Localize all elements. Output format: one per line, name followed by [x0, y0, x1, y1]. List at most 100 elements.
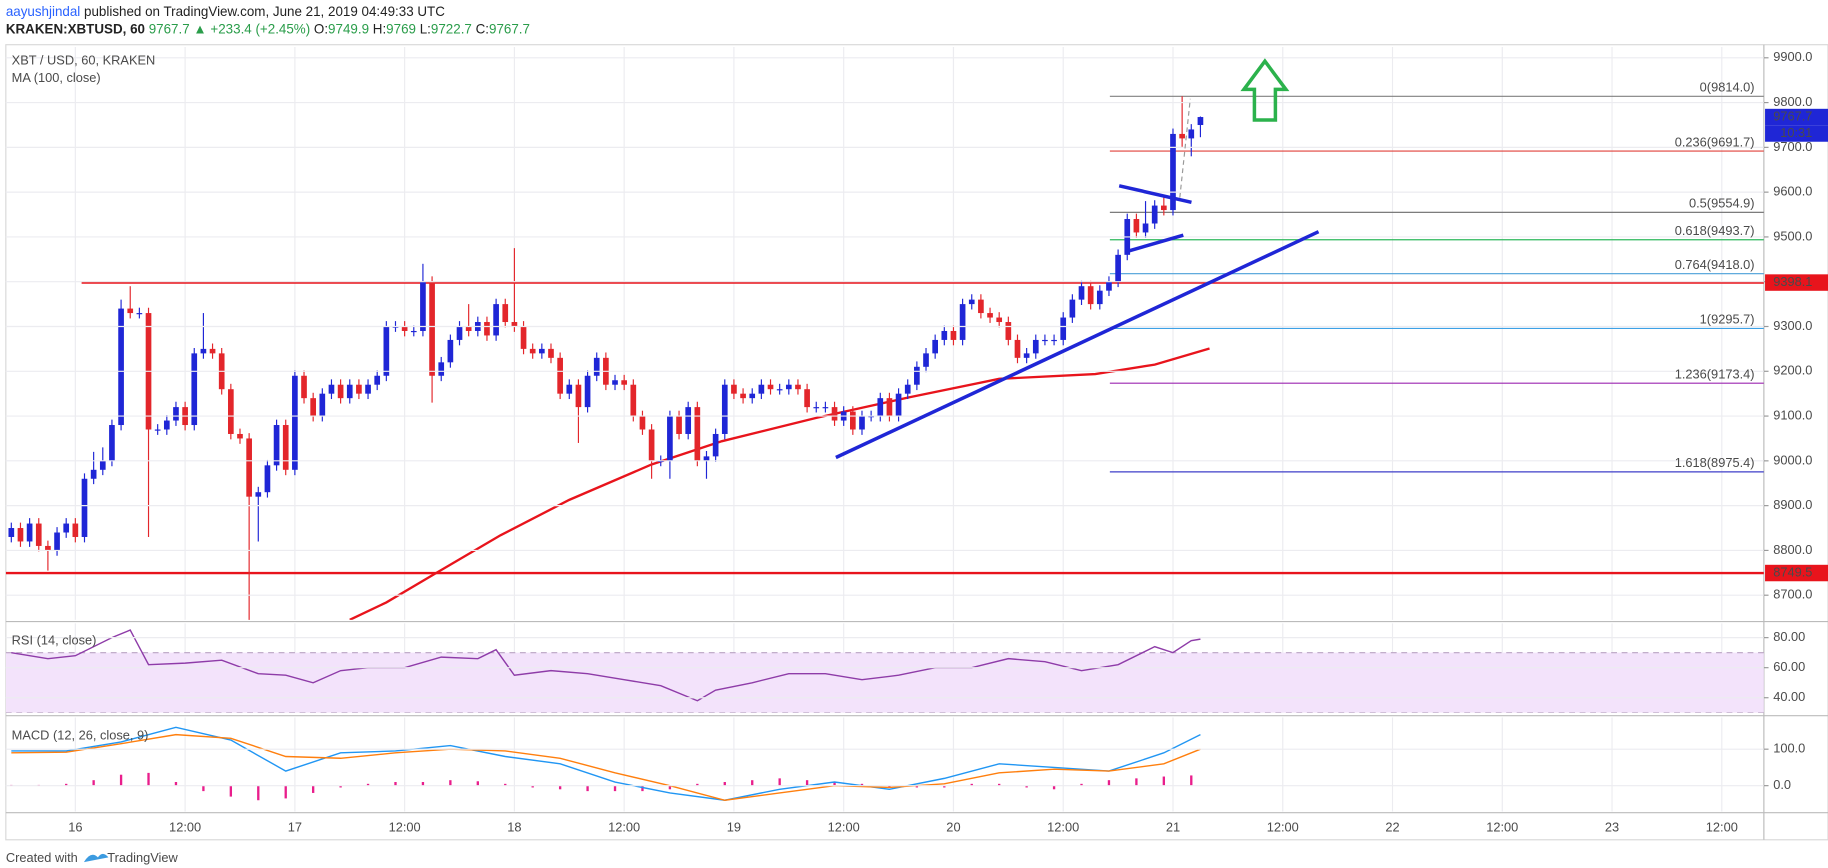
- candle-body: [950, 330, 957, 340]
- candle-body: [374, 375, 381, 385]
- countdown-box: [1765, 125, 1828, 142]
- histogram-bar: [998, 783, 1001, 786]
- x-tick-label: 19: [727, 819, 741, 834]
- candle-body: [877, 398, 884, 417]
- candle-body: [621, 380, 628, 385]
- candle-body: [584, 375, 591, 408]
- x-tick-label: 12:00: [1047, 819, 1079, 834]
- y-tick-label: 0.0: [1773, 777, 1791, 792]
- triangle-upper[interactable]: [1118, 184, 1192, 205]
- histogram-bar: [339, 785, 342, 788]
- candle-body: [246, 438, 252, 497]
- histogram-bar: [641, 785, 644, 792]
- header-line-1: aayushjindal published on TradingView.co…: [6, 3, 445, 18]
- candle-body: [99, 460, 106, 470]
- y-tick-label: 9900.0: [1773, 49, 1812, 64]
- histogram-bar: [586, 785, 589, 792]
- frame: [5, 44, 1828, 841]
- candle-body: [1106, 281, 1112, 291]
- histogram-bar: [174, 782, 178, 786]
- candle-body: [795, 384, 801, 390]
- histogram-bar: [1052, 785, 1056, 790]
- candle-body: [401, 326, 408, 331]
- candle-body: [904, 384, 911, 394]
- candle-body: [118, 308, 124, 426]
- histogram-bar: [421, 782, 425, 786]
- logo: [83, 853, 109, 863]
- y-tick-label: 100.0: [1773, 741, 1805, 756]
- candle-body: [1078, 286, 1085, 300]
- price-box: [1765, 564, 1828, 582]
- fib-label: 0.764(9418.0): [1675, 257, 1755, 272]
- candle-body: [410, 330, 417, 333]
- candle-body: [255, 492, 262, 497]
- symbol: KRAKEN:XBTUSD, 60: [6, 21, 145, 36]
- triangle-lower[interactable]: [1125, 233, 1184, 254]
- footer-brand[interactable]: TradingView: [107, 850, 178, 865]
- candle-body: [72, 523, 79, 537]
- candle-body: [731, 384, 737, 394]
- y-tick-label: 9100.0: [1773, 407, 1812, 422]
- candle-body: [127, 308, 134, 314]
- histogram-bar: [366, 783, 370, 786]
- candle-body: [173, 407, 179, 421]
- x-tick-label: 23: [1605, 819, 1619, 834]
- x-tick-label: 12:00: [169, 819, 201, 834]
- x-tick-label: 22: [1385, 819, 1399, 834]
- histogram-bar: [257, 785, 260, 801]
- author[interactable]: aayushjindal: [6, 3, 80, 18]
- candle-body: [282, 425, 289, 470]
- y-tick-label: 8700.0: [1773, 587, 1812, 602]
- histogram-bar: [65, 783, 68, 786]
- candle-body: [438, 362, 445, 376]
- last: 9767.7: [149, 21, 190, 36]
- candle-body: [264, 465, 271, 493]
- candle-body: [612, 380, 618, 385]
- histogram-bar: [312, 785, 315, 793]
- candle-body: [136, 313, 143, 315]
- candle-body: [703, 456, 710, 461]
- y-tick-label: 9300.0: [1773, 318, 1812, 333]
- candle-body: [1197, 117, 1204, 126]
- up-arrow[interactable]: [1240, 58, 1290, 122]
- candle-body: [630, 384, 637, 417]
- candle-body: [8, 528, 15, 537]
- pane-title: RSI (14, close): [12, 632, 97, 647]
- candle-body: [648, 429, 655, 461]
- candle-body: [941, 330, 948, 340]
- pane-title: XBT / USD, 60, KRAKEN: [12, 53, 156, 68]
- candle-body: [520, 326, 527, 349]
- histogram-bar: [202, 785, 205, 792]
- histogram-bar: [1025, 785, 1028, 788]
- candle-body: [1060, 317, 1067, 340]
- candle-body: [1005, 322, 1012, 340]
- histogram-bar: [613, 785, 617, 792]
- histogram-bar: [888, 785, 891, 788]
- series-line: [11, 726, 1201, 801]
- ohlc-key: C:: [476, 21, 489, 36]
- candle-body: [81, 478, 88, 537]
- histogram-bar: [1135, 778, 1138, 786]
- candle-body: [575, 384, 582, 408]
- candle-body: [1032, 339, 1039, 354]
- candle-body: [804, 389, 810, 408]
- series-line: [349, 347, 1210, 620]
- candle-body: [1161, 205, 1167, 211]
- candle-body: [310, 398, 317, 417]
- series-line: [11, 629, 1201, 702]
- candle-body: [429, 281, 435, 376]
- price-box-label: 9398.1: [1773, 274, 1812, 289]
- histogram-bar: [449, 780, 452, 786]
- y-tick-label: 80.00: [1773, 629, 1805, 644]
- trend-line[interactable]: [835, 230, 1320, 460]
- candle-body: [54, 532, 60, 551]
- candle-body: [767, 384, 774, 390]
- footer-created: Created with: [6, 850, 78, 865]
- y-tick-label: 60.00: [1773, 659, 1805, 674]
- candle-body: [346, 384, 353, 399]
- price-box-label: 9767.7: [1773, 108, 1812, 123]
- candle-body: [996, 317, 1003, 323]
- candle-body: [1188, 129, 1195, 139]
- candle-body: [337, 384, 344, 399]
- candle-body: [17, 528, 24, 542]
